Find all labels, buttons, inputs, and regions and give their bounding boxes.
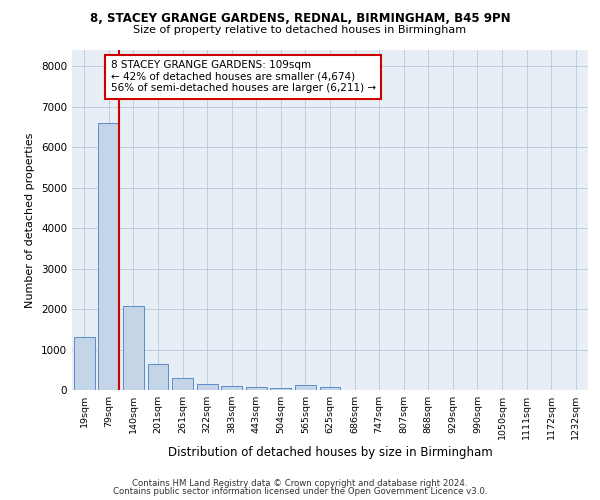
Bar [295, 386, 316, 390]
Bar [197, 384, 218, 390]
Bar [221, 386, 242, 390]
Text: 8, STACEY GRANGE GARDENS, REDNAL, BIRMINGHAM, B45 9PN: 8, STACEY GRANGE GARDENS, REDNAL, BIRMIN… [89, 12, 511, 26]
Y-axis label: Number of detached properties: Number of detached properties [25, 132, 35, 308]
Text: Size of property relative to detached houses in Birmingham: Size of property relative to detached ho… [133, 25, 467, 35]
Bar [98, 123, 119, 390]
Text: Contains HM Land Registry data © Crown copyright and database right 2024.: Contains HM Land Registry data © Crown c… [132, 478, 468, 488]
X-axis label: Distribution of detached houses by size in Birmingham: Distribution of detached houses by size … [167, 446, 493, 459]
Bar [172, 378, 193, 390]
Bar [148, 364, 169, 390]
Bar [123, 306, 144, 390]
Text: Contains public sector information licensed under the Open Government Licence v3: Contains public sector information licen… [113, 487, 487, 496]
Bar [271, 388, 292, 390]
Bar [246, 387, 267, 390]
Bar [74, 338, 95, 390]
Bar [320, 386, 340, 390]
Text: 8 STACEY GRANGE GARDENS: 109sqm
← 42% of detached houses are smaller (4,674)
56%: 8 STACEY GRANGE GARDENS: 109sqm ← 42% of… [110, 60, 376, 94]
